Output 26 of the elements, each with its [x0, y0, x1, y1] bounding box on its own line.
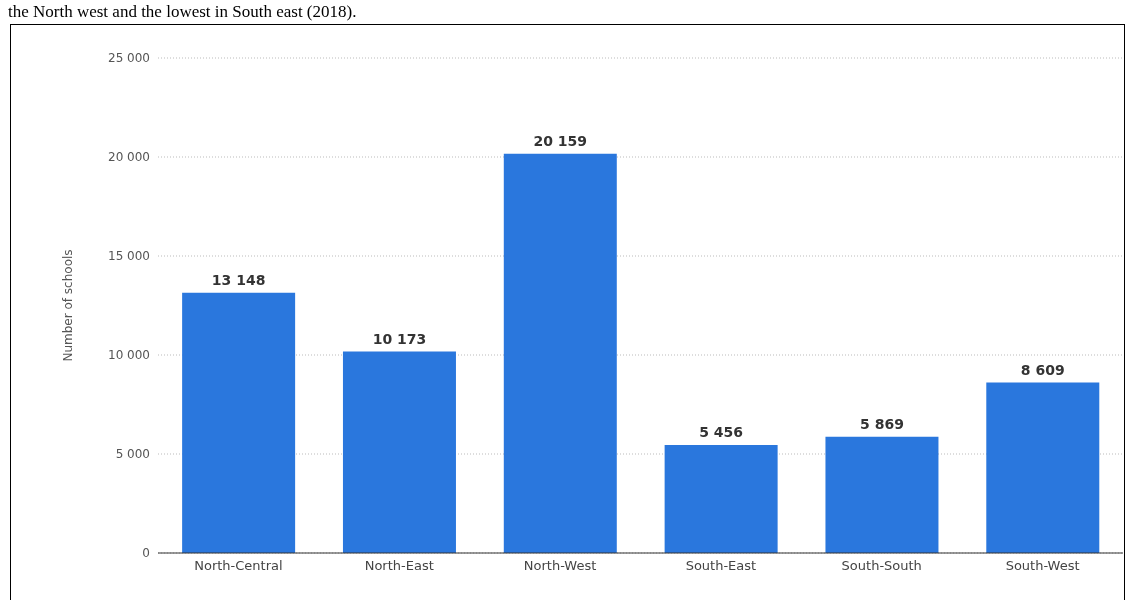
bar: [182, 292, 296, 553]
bar: [342, 351, 456, 553]
y-tick-label: 0: [142, 546, 150, 561]
data-label: 8 609: [1020, 361, 1065, 378]
data-label: 13 148: [211, 271, 266, 288]
y-tick-label: 20 000: [108, 150, 150, 165]
y-tick-label: 25 000: [108, 51, 150, 66]
y-axis-title: Number of schools: [61, 249, 76, 362]
y-tick-label: 15 000: [108, 249, 150, 264]
bar: [664, 444, 778, 553]
x-tick-label: South-South: [841, 558, 922, 574]
data-label: 20 159: [533, 132, 588, 149]
bar: [825, 436, 939, 553]
x-tick-label: North-West: [523, 558, 597, 574]
y-tick-label: 10 000: [108, 348, 150, 363]
x-tick-label: South-West: [1005, 558, 1080, 574]
data-label: 10 173: [372, 330, 427, 347]
data-label: 5 869: [860, 415, 904, 432]
x-tick-label: South-East: [685, 558, 757, 574]
x-tick-label: North-East: [364, 558, 434, 574]
bar: [503, 153, 617, 553]
x-tick-label: North-Central: [194, 558, 283, 574]
y-tick-label: 5 000: [115, 447, 150, 462]
text: the North west and the lowest in South east (2018).: [8, 2, 357, 21]
data-label: 5 456: [699, 423, 744, 440]
bar: [986, 382, 1100, 553]
